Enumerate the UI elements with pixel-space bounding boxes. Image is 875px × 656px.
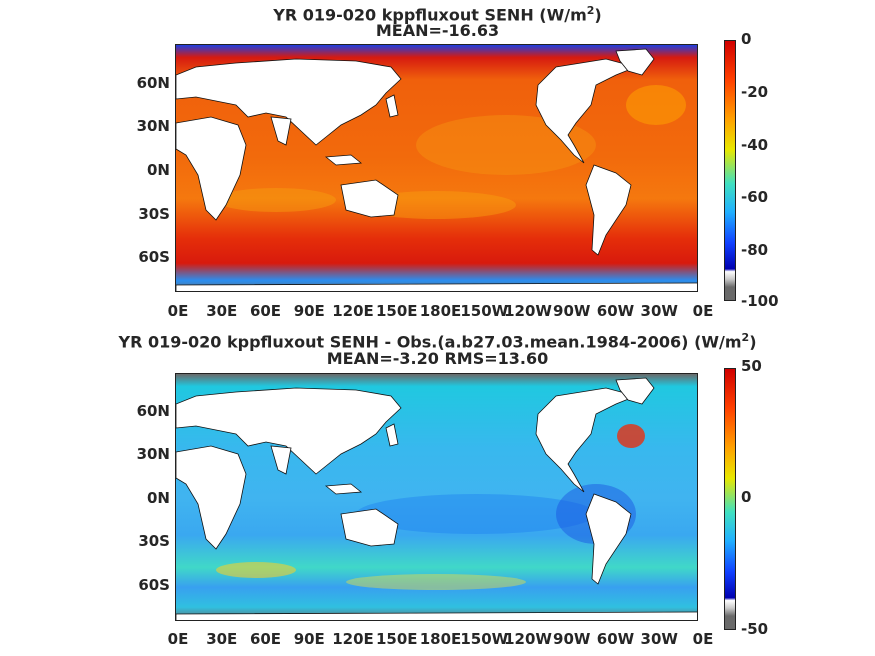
top-xtick: 90E: [293, 302, 325, 320]
bottom-ytick: 30N: [136, 445, 170, 463]
bottom-xtick: 0E: [167, 630, 189, 648]
top-colorbar-tick: -60: [741, 188, 769, 206]
bottom-xtick: 60W: [596, 630, 635, 648]
bottom-xtick: 0E: [692, 630, 714, 648]
top-ytick: 30N: [136, 117, 170, 135]
top-ytick: 60S: [138, 248, 170, 266]
bottom-chart-title: YR 019-020 kppfluxout SENH - Obs.(a.b27.…: [118, 331, 757, 352]
top-xtick: 30W: [640, 302, 678, 320]
top-xtick: 180E: [419, 302, 462, 320]
top-xtick: 30E: [206, 302, 238, 320]
top-chart-title: YR 019-020 kppfluxout SENH (W/m2): [273, 4, 602, 25]
bottom-xtick: 150W: [460, 630, 509, 648]
top-colorbar: [724, 40, 736, 301]
bottom-xtick: 120E: [332, 630, 374, 648]
top-ytick: 0N: [147, 161, 170, 179]
top-colorbar-tick: -20: [741, 83, 769, 101]
top-xtick: 60E: [249, 302, 282, 320]
bottom-colorbar-tick: -50: [741, 620, 769, 638]
top-ytick: 60N: [136, 74, 170, 92]
bottom-heatmap: [175, 373, 698, 621]
top-xtick: 60W: [596, 302, 635, 320]
bottom-xtick: 30E: [206, 630, 238, 648]
top-colorbar-tick: -40: [741, 136, 769, 154]
top-xtick: 90W: [553, 302, 591, 320]
bottom-colorbar-tick: 50: [741, 357, 762, 375]
bottom-xtick: 120W: [504, 630, 552, 648]
bottom-colorbar: [724, 368, 736, 630]
bottom-ytick: 60S: [138, 576, 170, 594]
top-xtick: 0E: [167, 302, 189, 320]
bottom-xtick: 180E: [419, 630, 462, 648]
top-ytick: 30S: [138, 205, 170, 223]
top-xtick: 0E: [692, 302, 714, 320]
bottom-xtick: 60E: [249, 630, 282, 648]
top-heatmap: [175, 44, 698, 292]
top-xtick: 120E: [332, 302, 374, 320]
top-xtick: 120W: [504, 302, 552, 320]
bottom-ytick: 60N: [136, 402, 170, 420]
top-chart-stats: MEAN=-16.63: [375, 21, 500, 40]
bottom-chart-stats: MEAN=-3.20 RMS=13.60: [326, 349, 549, 368]
bottom-xtick: 90W: [553, 630, 591, 648]
top-colorbar-tick: 0: [741, 30, 752, 48]
bottom-ytick: 0N: [147, 489, 170, 507]
top-colorbar-tick: -100: [741, 292, 779, 310]
bottom-xtick: 90E: [293, 630, 325, 648]
bottom-xtick: 30W: [640, 630, 678, 648]
top-colorbar-tick: -80: [741, 241, 769, 259]
top-xtick: 150E: [375, 302, 418, 320]
bottom-xtick: 150E: [375, 630, 418, 648]
bottom-colorbar-tick: 0: [741, 488, 752, 506]
top-xtick: 150W: [460, 302, 509, 320]
bottom-ytick: 30S: [138, 532, 170, 550]
